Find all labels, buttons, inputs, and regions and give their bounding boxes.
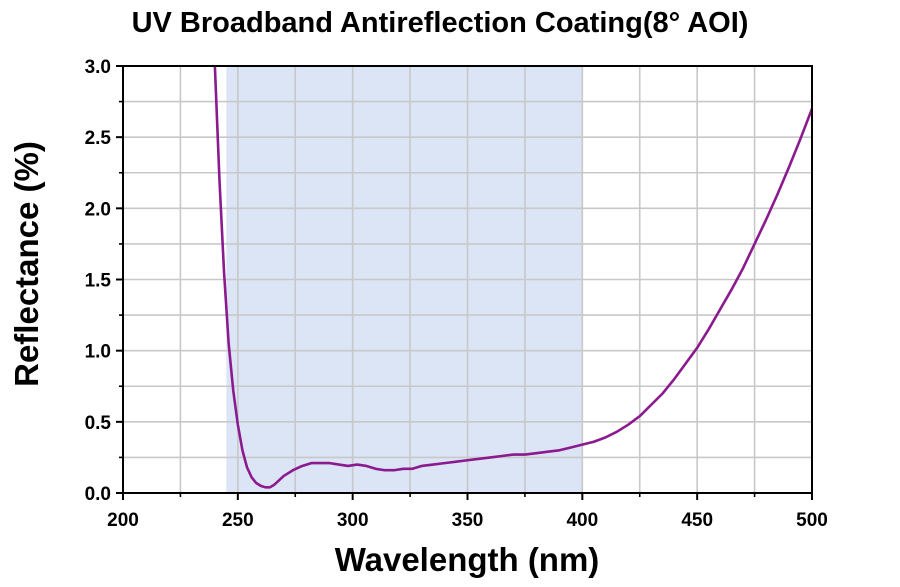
- y-tick-label: 0.0: [85, 484, 111, 505]
- x-axis-ticks: 200 250 300 350 400 450 500: [107, 493, 828, 531]
- x-tick-label: 250: [222, 510, 254, 531]
- x-tick-label: 500: [796, 510, 828, 531]
- series-line-0: [213, 66, 812, 489]
- y-axis-title: Reflectance (%): [8, 141, 45, 387]
- y-tick-label: 3.0: [85, 57, 111, 78]
- x-tick-label: 200: [107, 510, 139, 531]
- x-axis-title: Wavelength (nm): [335, 541, 600, 578]
- y-tick-label: 1.0: [85, 342, 111, 363]
- y-tick-label: 2.0: [85, 199, 111, 220]
- x-tick-label: 400: [566, 510, 598, 531]
- y-axis-ticks: 0.0 0.5 1.0 1.5 2.0 2.5 3.0: [85, 57, 123, 505]
- x-tick-label: 450: [681, 510, 713, 531]
- x-tick-label: 300: [337, 510, 369, 531]
- plot-area: [122, 65, 813, 494]
- chart-title: UV Broadband Antireflection Coating(8° A…: [132, 7, 749, 39]
- y-tick-label: 2.5: [85, 128, 112, 149]
- y-tick-label: 0.5: [85, 413, 112, 434]
- x-tick-label: 350: [452, 510, 484, 531]
- y-tick-label: 1.5: [85, 271, 112, 292]
